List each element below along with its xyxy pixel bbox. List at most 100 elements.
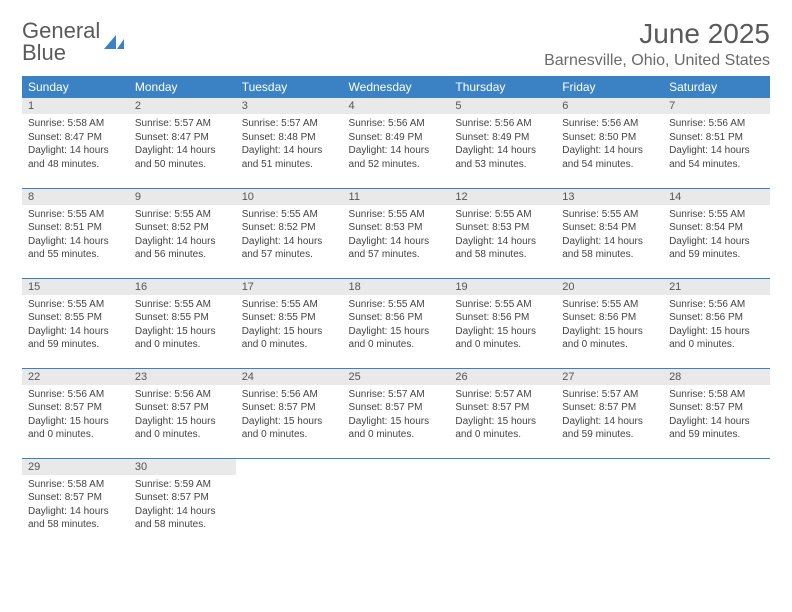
daylight-line-label: Daylight: <box>135 506 177 517</box>
sunrise-line-value: 5:58 AM <box>67 479 104 490</box>
sunset-line-value: 8:57 PM <box>278 402 315 413</box>
calendar-cell: Sunrise: Sunset: Daylight: <box>343 458 450 548</box>
sunset-line-label: Sunset: <box>562 312 599 323</box>
sunset-line-value: 8:57 PM <box>65 492 102 503</box>
sunset-line-value: 8:56 PM <box>492 312 529 323</box>
sunset-line: Sunset: 8:54 PM <box>562 221 657 235</box>
day-body: Sunrise: 5:55 AMSunset: 8:53 PMDaylight:… <box>449 205 556 266</box>
sunrise-line-value: 5:55 AM <box>602 209 639 220</box>
sunrise-line: Sunrise: 5:55 AM <box>455 208 550 222</box>
day-body: Sunrise: 5:56 AMSunset: 8:49 PMDaylight:… <box>449 114 556 175</box>
daylight-line: Daylight: 14 hours and 57 minutes. <box>349 235 444 262</box>
calendar-cell: 8Sunrise: 5:55 AMSunset: 8:51 PMDaylight… <box>22 188 129 278</box>
day-number: 10 <box>236 189 343 205</box>
calendar-cell: 14Sunrise: 5:55 AMSunset: 8:54 PMDayligh… <box>663 188 770 278</box>
sunset-line-label: Sunset: <box>135 222 172 233</box>
day-body: Sunrise: 5:55 AMSunset: 8:53 PMDaylight:… <box>343 205 450 266</box>
sunrise-line: Sunrise: 5:55 AM <box>455 298 550 312</box>
sunrise-line-label: Sunrise: <box>242 299 281 310</box>
sunset-line-label: Sunset: <box>455 222 492 233</box>
sunrise-line-value: 5:56 AM <box>495 118 532 129</box>
sunset-line-value: 8:57 PM <box>492 402 529 413</box>
calendar-cell: 7Sunrise: 5:56 AMSunset: 8:51 PMDaylight… <box>663 98 770 188</box>
day-body: Sunrise: 5:58 AMSunset: 8:57 PMDaylight:… <box>663 385 770 446</box>
sunrise-line: Sunrise: 5:56 AM <box>562 117 657 131</box>
sunrise-line-value: 5:55 AM <box>174 209 211 220</box>
sunset-line-value: 8:57 PM <box>385 402 422 413</box>
day-number: 4 <box>343 98 450 114</box>
sunset-line-label: Sunset: <box>242 132 279 143</box>
day-number: 26 <box>449 369 556 385</box>
daylight-line-label: Daylight: <box>349 326 391 337</box>
sunset-line-value: 8:47 PM <box>65 132 102 143</box>
daylight-line-label: Daylight: <box>135 326 177 337</box>
sunrise-line: Sunrise: 5:55 AM <box>562 208 657 222</box>
day-body: Sunrise: 5:55 AMSunset: 8:51 PMDaylight:… <box>22 205 129 266</box>
sunset-line-value: 8:49 PM <box>385 132 422 143</box>
sunset-line-label: Sunset: <box>562 132 599 143</box>
calendar-cell: 4Sunrise: 5:56 AMSunset: 8:49 PMDaylight… <box>343 98 450 188</box>
sunset-line-label: Sunset: <box>242 222 279 233</box>
daylight-line-label: Daylight: <box>28 506 70 517</box>
sunrise-line-value: 5:56 AM <box>602 118 639 129</box>
day-number: 3 <box>236 98 343 114</box>
day-number: 8 <box>22 189 129 205</box>
calendar-cell: Sunrise: Sunset: Daylight: <box>663 458 770 548</box>
day-number: 18 <box>343 279 450 295</box>
calendar-cell: 16Sunrise: 5:55 AMSunset: 8:55 PMDayligh… <box>129 278 236 368</box>
sunrise-line-value: 5:56 AM <box>174 389 211 400</box>
daylight-line: Daylight: 14 hours and 58 minutes. <box>28 505 123 532</box>
day-number: 23 <box>129 369 236 385</box>
sunset-line-value: 8:48 PM <box>278 132 315 143</box>
day-body: Sunrise: 5:55 AMSunset: 8:54 PMDaylight:… <box>556 205 663 266</box>
daylight-line: Daylight: 14 hours and 55 minutes. <box>28 235 123 262</box>
sunset-line-value: 8:55 PM <box>65 312 102 323</box>
day-number: 20 <box>556 279 663 295</box>
day-body: Sunrise: 5:56 AMSunset: 8:49 PMDaylight:… <box>343 114 450 175</box>
daylight-line: Daylight: 14 hours and 54 minutes. <box>669 144 764 171</box>
sunrise-line: Sunrise: 5:56 AM <box>669 117 764 131</box>
daylight-line-label: Daylight: <box>562 416 604 427</box>
calendar-cell: 30Sunrise: 5:59 AMSunset: 8:57 PMDayligh… <box>129 458 236 548</box>
sunrise-line: Sunrise: 5:55 AM <box>562 298 657 312</box>
daylight-line-label: Daylight: <box>562 326 604 337</box>
sunrise-line: Sunrise: 5:58 AM <box>669 388 764 402</box>
calendar-table: Sunday Monday Tuesday Wednesday Thursday… <box>22 76 770 548</box>
weekday-monday: Monday <box>129 76 236 98</box>
daylight-line-label: Daylight: <box>242 416 284 427</box>
sunset-line: Sunset: 8:51 PM <box>28 221 123 235</box>
day-number: 13 <box>556 189 663 205</box>
sunset-line: Sunset: 8:57 PM <box>562 401 657 415</box>
calendar-row: 8Sunrise: 5:55 AMSunset: 8:51 PMDaylight… <box>22 188 770 278</box>
header: General Blue June 2025 Barnesville, Ohio… <box>22 18 770 70</box>
weekday-saturday: Saturday <box>663 76 770 98</box>
sunrise-line-label: Sunrise: <box>242 118 281 129</box>
calendar-row: 1Sunrise: 5:58 AMSunset: 8:47 PMDaylight… <box>22 98 770 188</box>
sunrise-line: Sunrise: 5:56 AM <box>28 388 123 402</box>
day-body: Sunrise: 5:55 AMSunset: 8:56 PMDaylight:… <box>343 295 450 356</box>
sunset-line: Sunset: 8:50 PM <box>562 131 657 145</box>
sunrise-line: Sunrise: 5:55 AM <box>28 208 123 222</box>
daylight-line-label: Daylight: <box>242 145 284 156</box>
sunrise-line-value: 5:55 AM <box>388 209 425 220</box>
day-body: Sunrise: 5:57 AMSunset: 8:47 PMDaylight:… <box>129 114 236 175</box>
day-body: Sunrise: 5:55 AMSunset: 8:52 PMDaylight:… <box>236 205 343 266</box>
day-number: 5 <box>449 98 556 114</box>
sunset-line: Sunset: 8:51 PM <box>669 131 764 145</box>
day-number: 29 <box>22 459 129 475</box>
calendar-cell: 29Sunrise: 5:58 AMSunset: 8:57 PMDayligh… <box>22 458 129 548</box>
sunset-line-value: 8:47 PM <box>172 132 209 143</box>
sunset-line: Sunset: 8:56 PM <box>562 311 657 325</box>
sunset-line-label: Sunset: <box>28 492 65 503</box>
daylight-line: Daylight: 14 hours and 54 minutes. <box>562 144 657 171</box>
calendar-cell: 9Sunrise: 5:55 AMSunset: 8:52 PMDaylight… <box>129 188 236 278</box>
sunrise-line: Sunrise: 5:55 AM <box>349 208 444 222</box>
sunset-line-label: Sunset: <box>135 402 172 413</box>
day-number: 2 <box>129 98 236 114</box>
daylight-line-label: Daylight: <box>135 145 177 156</box>
logo-line1: General <box>22 20 100 42</box>
sunrise-line-value: 5:58 AM <box>709 389 746 400</box>
day-number: 6 <box>556 98 663 114</box>
calendar-cell: 26Sunrise: 5:57 AMSunset: 8:57 PMDayligh… <box>449 368 556 458</box>
calendar-cell: 18Sunrise: 5:55 AMSunset: 8:56 PMDayligh… <box>343 278 450 368</box>
